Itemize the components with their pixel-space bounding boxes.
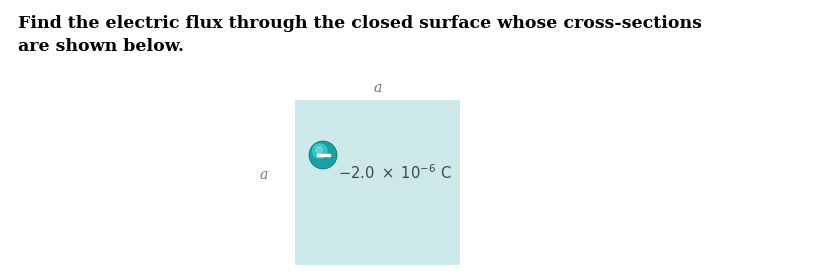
Circle shape (313, 144, 327, 158)
Bar (317, 153, 330, 156)
Circle shape (309, 141, 337, 169)
Circle shape (310, 142, 336, 168)
Bar (295, 100, 460, 265)
Text: Find the electric flux through the closed surface whose cross-sections: Find the electric flux through the close… (18, 15, 702, 32)
Text: a: a (374, 81, 382, 95)
Text: $-2.0\ \times\ 10^{-6}\ \mathrm{C}$: $-2.0\ \times\ 10^{-6}\ \mathrm{C}$ (338, 163, 452, 182)
Text: are shown below.: are shown below. (18, 38, 184, 55)
Circle shape (316, 147, 322, 153)
Text: a: a (260, 168, 268, 182)
